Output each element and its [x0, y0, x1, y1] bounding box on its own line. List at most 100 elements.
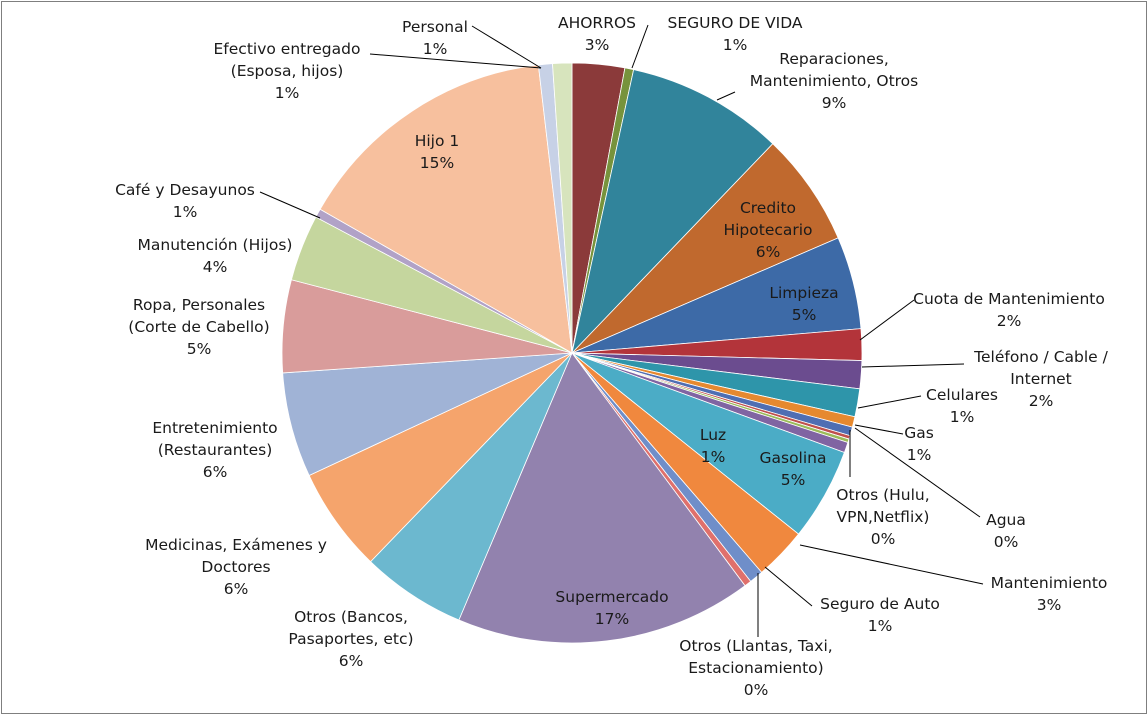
label-line: VPN,Netflix)	[837, 508, 930, 526]
label-line: 2%	[997, 312, 1022, 330]
pie-slices	[281, 62, 863, 644]
label-cuota: Cuota de Mantenimiento 2%	[913, 290, 1105, 330]
label-line: Mantenimiento, Otros	[750, 72, 919, 90]
leader-line	[859, 299, 915, 341]
label-line: Agua	[986, 511, 1026, 529]
label-line: 5%	[792, 306, 817, 324]
label-cafe: Café y Desayunos 1%	[115, 181, 255, 221]
leader-line	[854, 424, 904, 435]
label-line: 0%	[871, 530, 896, 548]
label-line: Teléfono / Cable /	[973, 348, 1108, 366]
label-line: Efectivo entregado	[214, 40, 361, 58]
label-line: Supermercado	[555, 588, 668, 606]
label-line: Celulares	[926, 386, 998, 404]
leader-line	[631, 24, 649, 69]
label-line: Internet	[1010, 370, 1072, 388]
pie-labels: AHORROS 3% SEGURO DE VIDA 1% Reparaciones, Ma…	[115, 14, 1109, 699]
label-line: Seguro de Auto	[820, 595, 940, 613]
label-mantenimiento: Mantenimiento 3%	[991, 574, 1108, 614]
label-limpieza: Limpieza 5%	[769, 284, 838, 324]
pie-slice	[319, 64, 573, 354]
leader-lines	[259, 24, 984, 637]
label-line: Mantenimiento	[991, 574, 1108, 592]
label-manutencion: Manutención (Hijos) 4%	[138, 236, 293, 276]
label-line: 17%	[595, 610, 629, 628]
label-line: Doctores	[201, 558, 270, 576]
pie-slice	[552, 62, 573, 354]
label-line: 1%	[868, 617, 893, 635]
leader-line	[854, 427, 981, 518]
label-line: 5%	[781, 471, 806, 489]
label-line: 6%	[203, 463, 228, 481]
label-line: 0%	[744, 681, 769, 699]
label-line: AHORROS	[558, 14, 636, 32]
label-ahorros: AHORROS 3%	[558, 14, 636, 54]
label-credito: Credito Hipotecario 6%	[723, 199, 812, 261]
label-line: Estacionamiento)	[688, 659, 823, 677]
label-line: 6%	[224, 580, 249, 598]
label-line: 6%	[756, 243, 781, 261]
label-line: Cuota de Mantenimiento	[913, 290, 1105, 308]
label-reparaciones: Reparaciones, Mantenimiento, Otros 9%	[750, 50, 919, 112]
label-line: 0%	[994, 533, 1019, 551]
label-line: Limpieza	[769, 284, 838, 302]
label-line: 1%	[275, 84, 300, 102]
leader-line	[799, 544, 984, 585]
label-line: Pasaportes, etc)	[288, 630, 413, 648]
label-line: 1%	[723, 36, 748, 54]
label-telefono: Teléfono / Cable / Internet 2%	[973, 348, 1108, 410]
label-line: (Corte de Cabello)	[128, 318, 269, 336]
label-line: Otros (Hulu,	[836, 486, 929, 504]
label-line: 3%	[585, 36, 610, 54]
label-line: Gas	[904, 424, 934, 442]
leader-line	[861, 363, 965, 368]
leader-line	[764, 566, 813, 607]
leader-line	[716, 91, 736, 101]
label-line: 6%	[339, 652, 364, 670]
label-efectivo: Efectivo entregado (Esposa, hijos) 1%	[214, 40, 361, 102]
label-line: 3%	[1037, 596, 1062, 614]
label-line: Hipotecario	[723, 221, 812, 239]
label-otros-hulu: Otros (Hulu, VPN,Netflix) 0%	[836, 486, 929, 548]
label-line: Café y Desayunos	[115, 181, 255, 199]
label-seguro-auto: Seguro de Auto 1%	[820, 595, 940, 635]
label-line: (Restaurantes)	[158, 441, 273, 459]
leader-line	[857, 395, 922, 409]
label-line: 1%	[173, 203, 198, 221]
label-line: 2%	[1029, 392, 1054, 410]
label-line: Gasolina	[759, 449, 826, 467]
label-ropa: Ropa, Personales (Corte de Cabello) 5%	[128, 296, 269, 358]
label-celulares: Celulares 1%	[926, 386, 998, 426]
label-line: 1%	[950, 408, 975, 426]
label-line: Hijo 1	[415, 132, 460, 150]
label-line: 5%	[187, 340, 212, 358]
label-line: Luz	[700, 426, 726, 444]
label-line: 1%	[907, 446, 932, 464]
label-medicinas: Medicinas, Exámenes y Doctores 6%	[145, 536, 327, 598]
pie-slice	[571, 69, 774, 355]
label-agua: Agua 0%	[986, 511, 1026, 551]
label-otros-llantas: Otros (Llantas, Taxi, Estacionamiento) 0%	[679, 637, 832, 699]
label-line: 1%	[423, 40, 448, 58]
label-otros-bancos: Otros (Bancos, Pasaportes, etc) 6%	[288, 608, 413, 670]
label-luz: Luz 1%	[700, 426, 726, 466]
label-gas: Gas 1%	[904, 424, 934, 464]
label-line: 15%	[420, 154, 454, 172]
leader-line	[369, 53, 542, 69]
label-line: Manutención (Hijos)	[138, 236, 293, 254]
label-personal: Personal 1%	[402, 18, 468, 58]
label-line: Otros (Bancos,	[294, 608, 408, 626]
label-line: Reparaciones,	[779, 50, 889, 68]
label-line: Entretenimiento	[152, 419, 277, 437]
label-line: Otros (Llantas, Taxi,	[679, 637, 832, 655]
label-seguro-vida: SEGURO DE VIDA 1%	[668, 14, 803, 54]
label-line: Credito	[740, 199, 796, 217]
label-line: (Esposa, hijos)	[231, 62, 344, 80]
leader-line	[471, 25, 542, 69]
label-line: 9%	[822, 94, 847, 112]
label-line: Ropa, Personales	[133, 296, 265, 314]
label-line: Medicinas, Exámenes y	[145, 536, 327, 554]
label-line: Personal	[402, 18, 468, 36]
label-line: SEGURO DE VIDA	[668, 14, 803, 32]
